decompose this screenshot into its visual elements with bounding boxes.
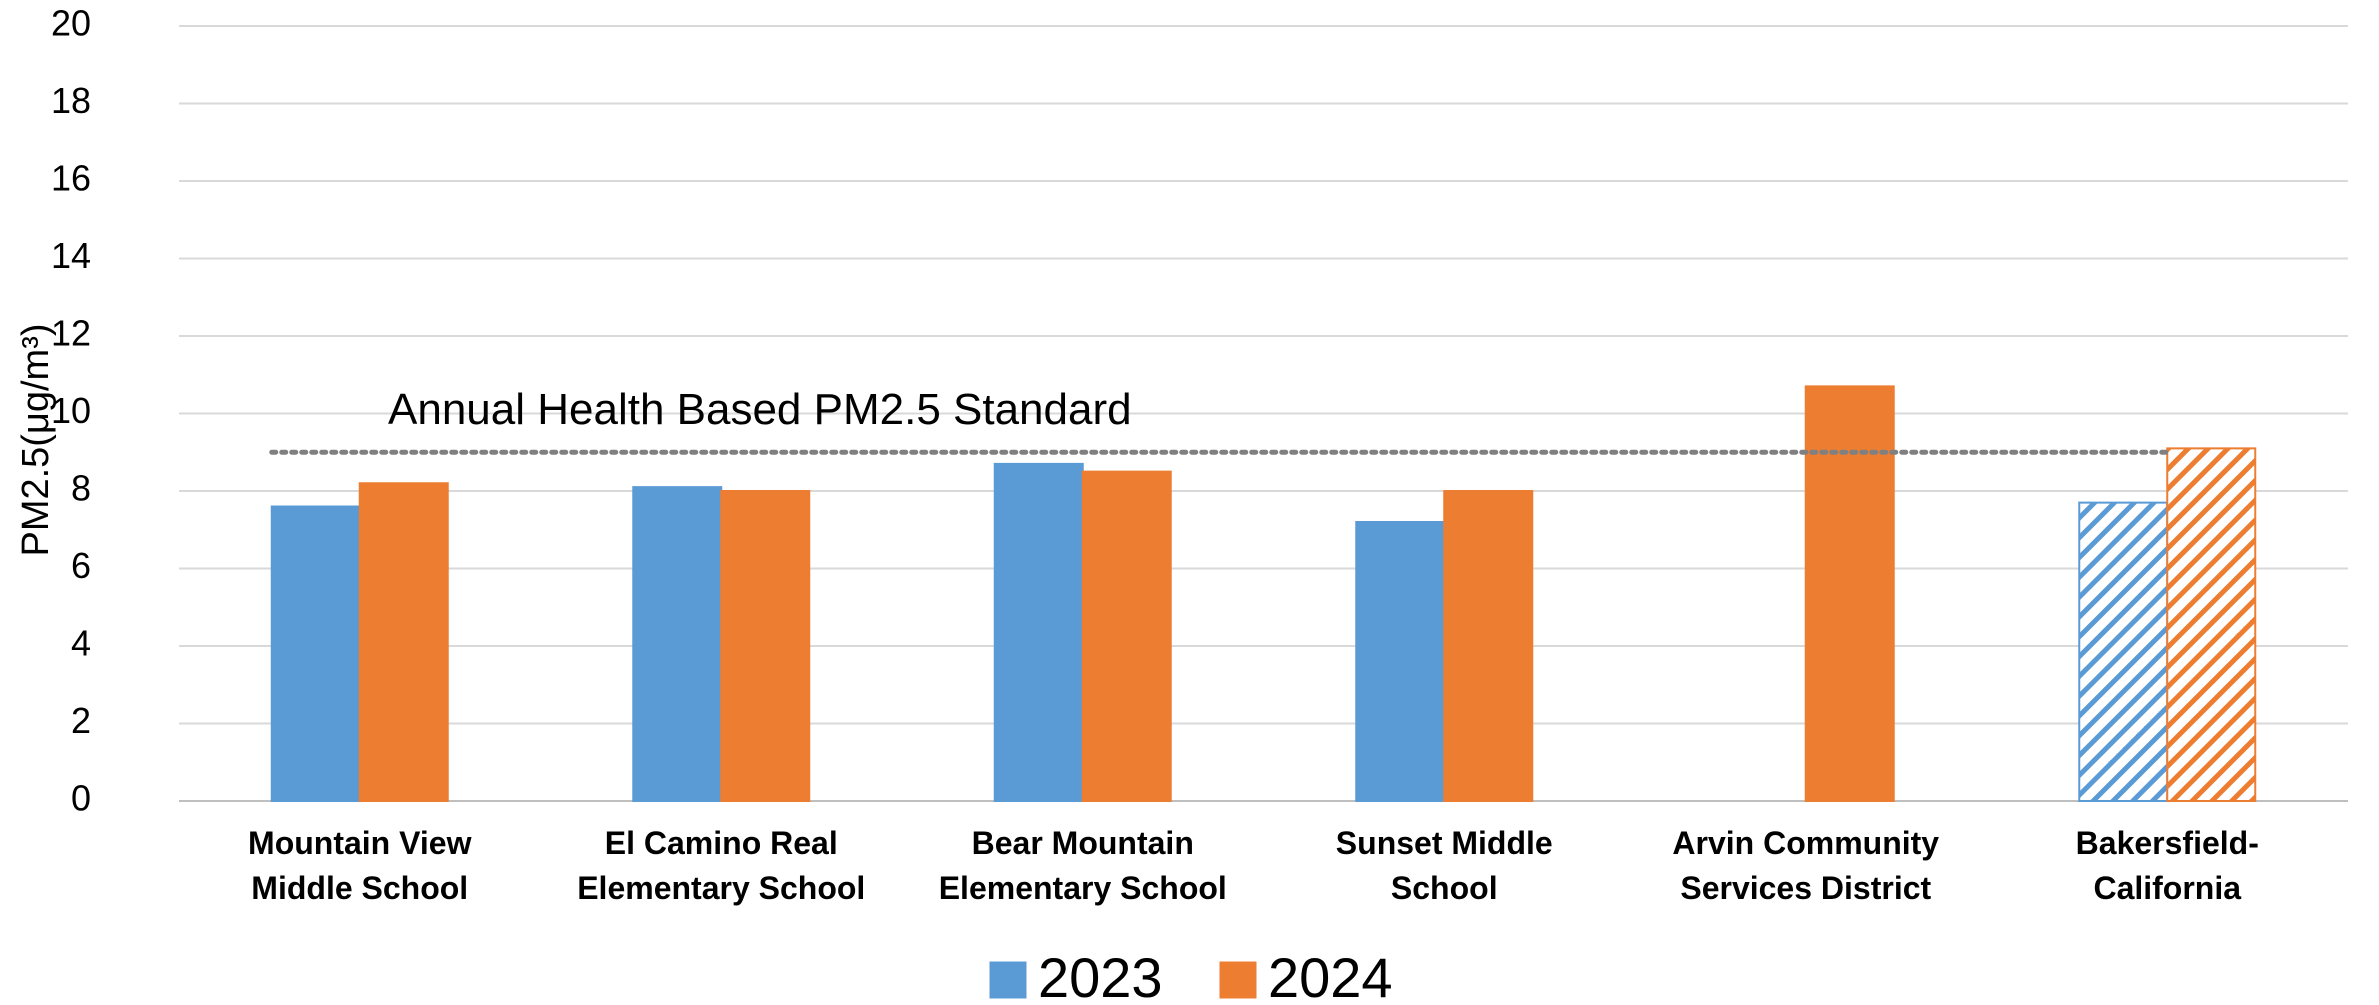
y-tick-label: 20: [51, 3, 91, 44]
legend-label: 2023: [1038, 946, 1163, 1005]
x-tick-label: Bakersfield-California: [2075, 825, 2259, 906]
bar: [632, 486, 723, 802]
x-tick-label: Bear Mountain Elementary School: [938, 825, 1227, 906]
y-tick-label: 18: [51, 80, 91, 121]
annotation: Annual Health Based PM2.5 Standard: [388, 385, 1132, 434]
x-tick-label: El Camino Real Elementary School: [577, 825, 866, 906]
y-tick-label: 2: [71, 700, 91, 741]
x-tick-label: Mountain View Middle School: [248, 825, 472, 906]
bar: [2166, 447, 2257, 802]
bar: [993, 462, 1084, 802]
legend-swatch: [1219, 961, 1257, 999]
bar: [1443, 490, 1534, 802]
bar: [1355, 521, 1446, 802]
y-tick-label: 12: [51, 313, 91, 354]
y-axis-label: PM2.5(μg/m³): [15, 323, 57, 556]
bar: [1081, 470, 1172, 802]
y-tick-label: 6: [71, 545, 91, 586]
bar: [270, 505, 361, 802]
y-tick-label: 8: [71, 468, 91, 509]
legend-label: 2024: [1268, 946, 1393, 1005]
y-tick-label: 16: [51, 158, 91, 199]
x-tick-label: Sunset Middle School: [1335, 825, 1553, 906]
legend-swatch: [989, 961, 1027, 999]
y-tick-label: 14: [51, 235, 91, 276]
y-tick-label: 4: [71, 623, 91, 664]
bar: [2078, 501, 2169, 802]
bar: [720, 490, 811, 802]
bar: [358, 482, 449, 802]
y-tick-label: 0: [71, 778, 91, 819]
x-tick-label: Arvin Community Services District: [1672, 825, 1940, 906]
y-tick-label: 10: [51, 390, 91, 431]
bar: [1804, 385, 1895, 802]
